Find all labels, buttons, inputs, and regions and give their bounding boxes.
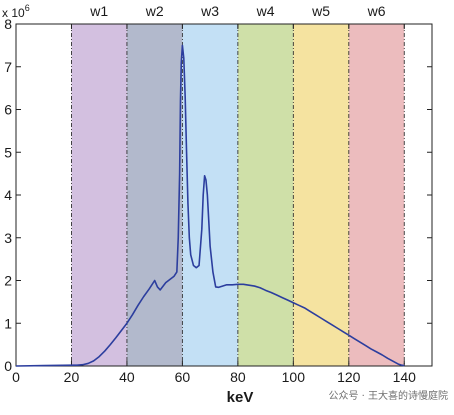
y-tick-label: 0 [4,358,12,374]
window-label-w6: w6 [367,3,386,19]
x-axis-label: keV [227,389,254,406]
y-tick-label: 5 [4,144,12,160]
energy-window-bands [71,24,405,366]
window-label-w4: w4 [256,3,275,19]
x-tick-label: 100 [282,369,306,385]
energy-window-band-w4 [237,24,294,366]
y-axis-exponent: x 106 [2,3,30,20]
window-label-w5: w5 [311,3,330,19]
y-tick-label: 1 [4,315,12,331]
energy-window-band-w1 [71,24,127,366]
x-axis-tick-labels: 0 20 40 60 80 100 120 140 [12,369,416,385]
x-tick-label: 140 [393,369,417,385]
energy-window-band-w2 [126,24,183,366]
y-tick-label: 4 [4,187,12,203]
energy-window-band-w3 [182,24,238,366]
x-tick-label: 60 [175,369,191,385]
energy-window-band-w6 [348,24,405,366]
y-exponent-power: 6 [25,3,30,13]
x-tick-label: 0 [12,369,20,385]
x-tick-label: 80 [230,369,246,385]
y-tick-label: 7 [4,59,12,75]
window-label-w2: w2 [145,3,164,19]
axis-ticks [15,23,432,367]
x-tick-label: 40 [119,369,135,385]
y-axis-tick-labels: 0 1 2 3 4 5 6 7 8 [4,16,12,374]
x-tick-label: 120 [337,369,361,385]
watermark-text: 公众号 · 王大喜的诗慢庭院 [328,391,448,402]
energy-window-band-w5 [293,24,349,366]
y-tick-label: 2 [4,273,12,289]
window-label-w1: w1 [89,3,108,19]
y-exponent-base: x 10 [2,6,25,20]
x-tick-label: 20 [64,369,80,385]
energy-window-labels: w1 w2 w3 w4 w5 w6 [89,3,385,19]
spectrum-series-line [15,44,405,367]
y-tick-label: 6 [4,102,12,118]
energy-window-boundaries [71,24,405,366]
y-tick-label: 3 [4,230,12,246]
window-label-w3: w3 [200,3,219,19]
y-tick-label: 8 [4,16,12,32]
